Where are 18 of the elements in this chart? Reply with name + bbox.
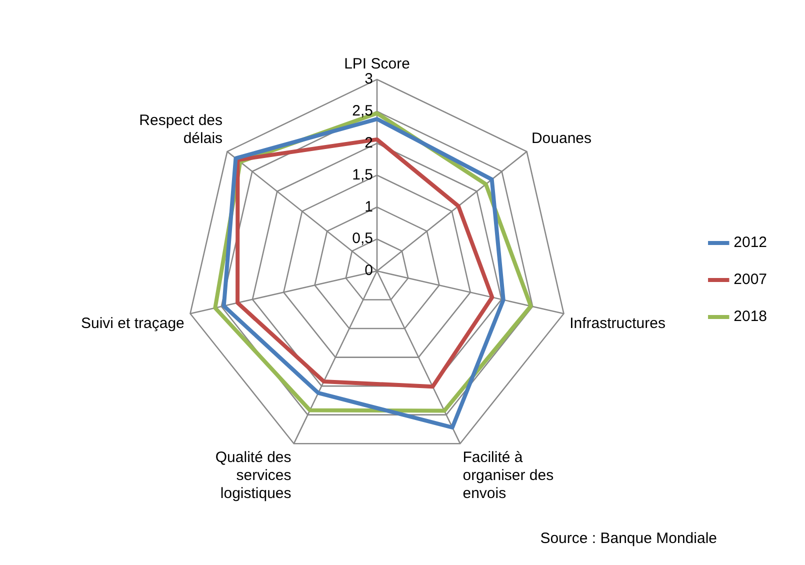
y-tick-label: 1,5: [352, 166, 373, 184]
y-tick-label: 0,5: [352, 230, 373, 248]
spoke-label: LPI Score: [344, 56, 410, 73]
source-note: Source : Banque Mondiale: [540, 530, 717, 547]
spoke-label: Respect des délais: [139, 112, 223, 147]
legend-label: 2018: [734, 308, 768, 326]
y-tick-label: 3: [364, 70, 373, 88]
spoke-label: Infrastructures: [570, 315, 666, 332]
y-tick-label: 1: [364, 198, 373, 216]
y-tick-label: 2: [364, 134, 373, 152]
spoke-label: Suivi et traçage: [81, 315, 184, 332]
legend-label: 2012: [734, 234, 768, 252]
spoke-label: Douanes: [531, 130, 592, 147]
y-tick-label: 0: [364, 262, 373, 280]
legend-label: 2007: [734, 271, 768, 288]
spoke-label: Qualité des services logistiques: [215, 449, 292, 502]
y-tick-label: 2,5: [352, 102, 373, 120]
spoke-label: Facilité à organiser des envois: [462, 449, 554, 502]
